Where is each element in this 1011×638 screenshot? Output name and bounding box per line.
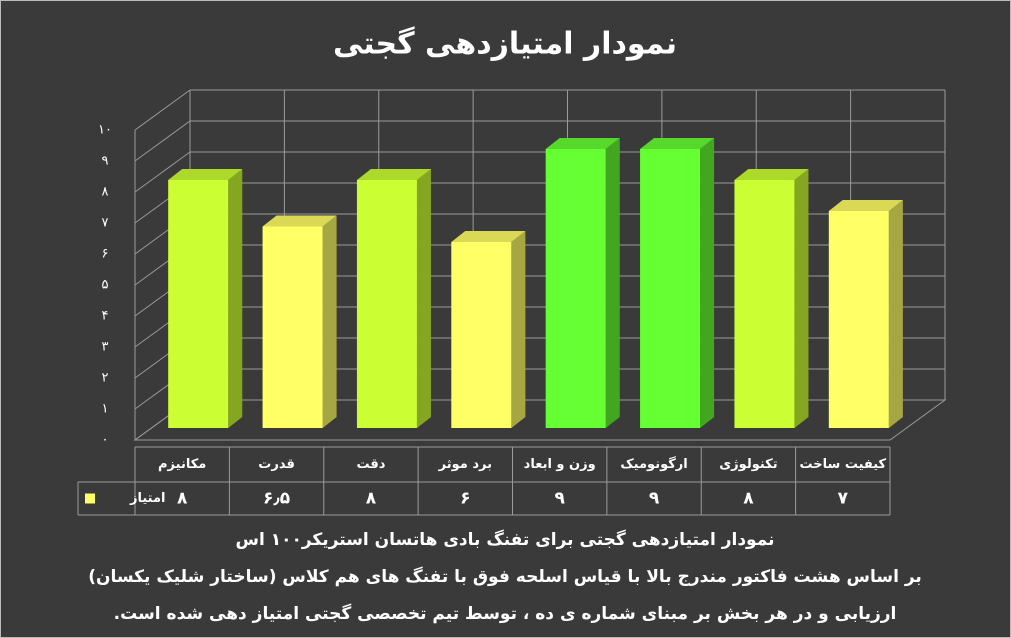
y-tick-label: ۵ [102,278,109,293]
legend-swatch [85,493,95,504]
y-tick-label: ۴ [102,309,109,324]
bar-side [322,215,337,428]
bar-top [356,169,431,180]
bar-top-shade [734,169,809,180]
bar-side [700,138,715,428]
note: بر اساس هشت فاکتور مندرج بالا با قیاس اس… [88,566,922,587]
grid-line [134,151,191,193]
x-tick-label: وزن و ابعاد [524,457,596,472]
value-label: ۸ [177,489,188,509]
bar-side-shade [511,231,526,428]
y-tick-label: ۹ [102,154,109,169]
bar-top-shade [545,138,620,149]
bar-side-shade [700,138,715,428]
x-tick-label: دقت [356,457,385,472]
value-label: ۶٫۵ [263,489,290,509]
bar [262,226,323,428]
y-tick-label: ۲ [102,371,109,386]
y-tick-label: ۶ [102,247,109,262]
bar [640,149,701,428]
value-label: ۸ [743,489,754,509]
bar-side [888,200,903,428]
bar-top-shade [828,200,903,211]
chart-title: نمودار امتیازدهی گجتی [333,26,677,62]
x-tick-label: قدرت [258,457,295,472]
value-label: ۶ [460,489,470,509]
bar [168,180,229,428]
x-tick-label: برد موثر [438,457,492,472]
bar-side-shade [228,169,243,428]
x-tick-label: ارگونومیک [620,456,687,472]
y-tick-label: ۷ [102,216,109,231]
bar-top [262,215,337,227]
bar-top [734,169,809,180]
bar-top-shade [451,231,526,242]
legend-label: امتیاز [129,491,165,506]
bar-top-shade [640,138,715,149]
value-label: ۷ [838,489,849,509]
y-tick-label: ۳ [102,340,109,355]
grid-line [134,89,191,131]
bar-top-shade [168,169,243,180]
bar-side [416,169,431,428]
bar-side-shade [322,215,337,428]
grid-line [134,120,191,162]
bar-side [511,231,526,428]
bar-top [451,231,526,242]
bar-side-shade [794,169,809,428]
y-tick-label: ۸ [102,185,109,200]
y-tick-label: ۰ [102,433,109,448]
bar [451,242,512,428]
bar-top [640,138,715,149]
x-tick-label: مکانیزم [158,457,206,472]
x-tick-label: کیفیت ساخت [800,457,887,472]
bar-top [828,200,903,211]
bar-side [794,169,809,428]
note: ارزیابی و در هر بخش بر مبنای شماره ی ده … [114,603,897,624]
value-label: ۸ [366,489,377,509]
value-label: ۹ [554,489,565,509]
bar-top-shade [262,215,337,227]
bar-side-shade [605,138,620,428]
bar-side [605,138,620,428]
bar-top [168,169,243,180]
bar [356,180,417,428]
bar-top-shade [356,169,431,180]
bar-top [545,138,620,149]
bar [828,211,889,428]
x-tick-label: تکنولوژی [719,457,777,472]
bar-side-shade [888,200,903,428]
note: نمودار امتیازدهی گجتی برای تفنگ بادی هات… [235,529,774,550]
bar [545,149,606,428]
value-label: ۹ [649,489,660,509]
bar-side-shade [416,169,431,428]
y-tick-label: ۱ [102,402,109,417]
y-tick-label: ۱۰ [98,123,112,138]
bar [734,180,795,428]
bar-side [228,169,243,428]
